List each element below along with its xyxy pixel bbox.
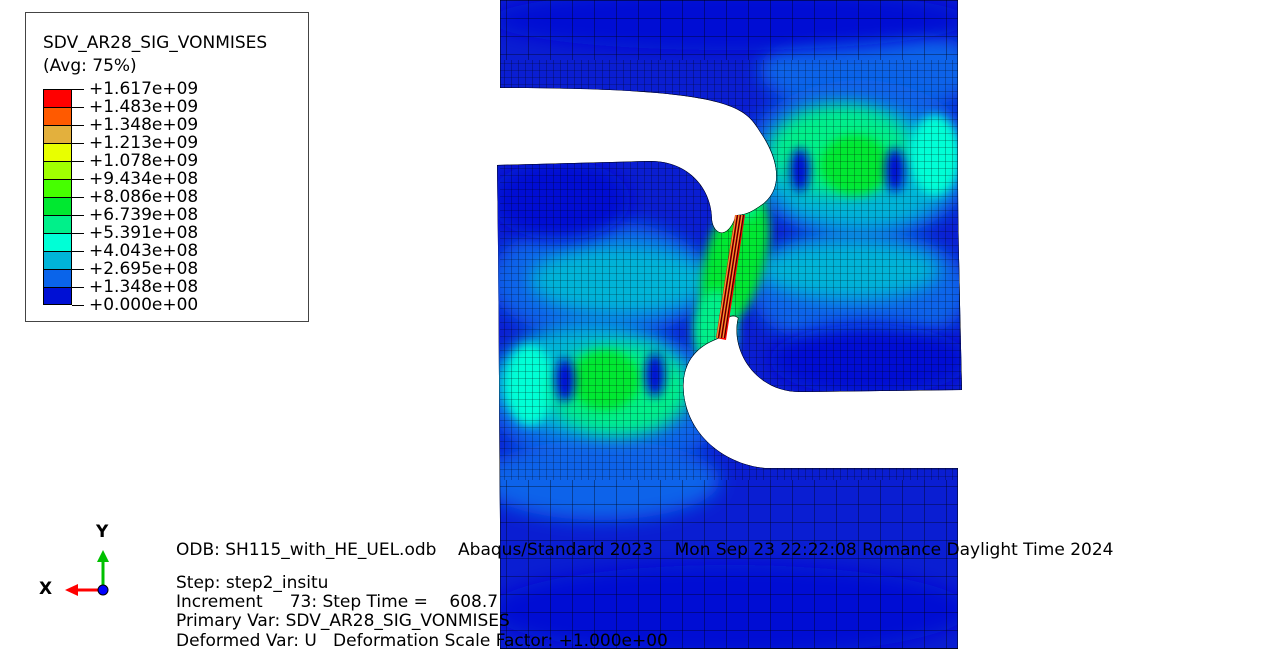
legend-swatch [43,143,72,161]
legend-tick [72,215,84,216]
legend-title: SDV_AR28_SIG_VONMISES [43,33,267,53]
legend-value-label: +1.617e+09 [89,80,198,98]
triad-x-arrowhead [65,584,78,596]
legend-tick [72,107,84,108]
legend-swatch [43,89,72,107]
triad-x-label: X [39,579,52,599]
legend-value-label: +2.695e+08 [89,260,198,278]
step-info-line: Step: step2_insitu [176,574,328,593]
color-legend: SDV_AR28_SIG_VONMISES (Avg: 75%) +1.617e… [25,12,309,322]
legend-tick [72,251,84,252]
legend-swatch [43,233,72,251]
legend-swatch [43,197,72,215]
odb-info-line: ODB: SH115_with_HE_UEL.odb Abaqus/Standa… [176,541,1113,560]
deformed-var-line: Deformed Var: U Deformation Scale Factor… [176,632,668,651]
triad-y-label: Y [96,522,108,542]
mesh-region [500,480,960,649]
primary-var-line: Primary Var: SDV_AR28_SIG_VONMISES [176,612,510,631]
legend-value-label: +6.739e+08 [89,206,198,224]
legend-tick [72,233,84,234]
legend-tick [72,287,84,288]
legend-tick [72,125,84,126]
legend-value-label: +1.348e+08 [89,278,198,296]
legend-tick [72,143,84,144]
legend-tick [72,161,84,162]
legend-swatch [43,287,72,305]
legend-value-label: +1.348e+09 [89,116,198,134]
legend-tick [72,305,84,306]
triad-z-axis [98,585,108,595]
legend-value-label: +1.213e+09 [89,134,198,152]
legend-swatch [43,107,72,125]
legend-swatch [43,215,72,233]
legend-value-label: +4.043e+08 [89,242,198,260]
legend-swatch [43,269,72,287]
legend-tick [72,179,84,180]
legend-value-label: +8.086e+08 [89,188,198,206]
legend-swatch [43,125,72,143]
legend-swatch [43,161,72,179]
legend-tick [72,197,84,198]
legend-value-label: +0.000e+00 [89,296,198,314]
legend-value-label: +5.391e+08 [89,224,198,242]
legend-subtitle: (Avg: 75%) [43,56,137,76]
mesh-region [500,0,960,60]
legend-tick [72,269,84,270]
legend-swatch [43,179,72,197]
legend-tick [72,89,84,90]
increment-info-line: Increment 73: Step Time = 608.7 [176,593,498,612]
legend-swatch [43,251,72,269]
axis-triad [65,550,109,596]
legend-value-label: +9.434e+08 [89,170,198,188]
legend-value-label: +1.078e+09 [89,152,198,170]
legend-value-label: +1.483e+09 [89,98,198,116]
triad-y-arrowhead [97,550,109,562]
